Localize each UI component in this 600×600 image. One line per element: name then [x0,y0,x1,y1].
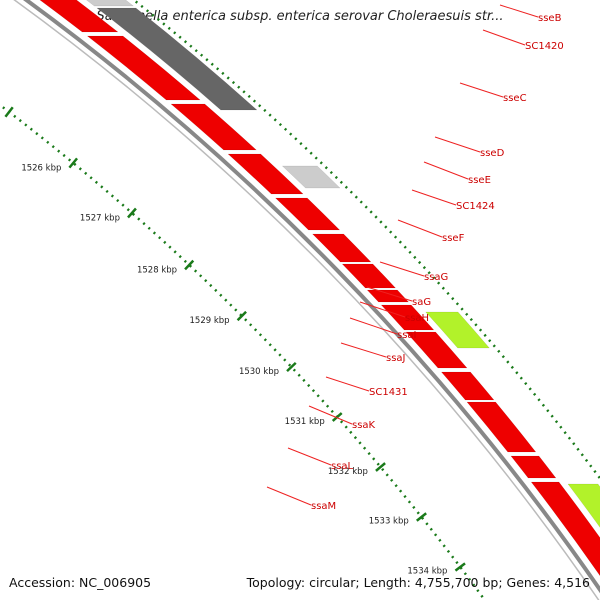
kbp-tick [68,157,78,169]
label-leader [459,82,504,98]
kbp-tick [375,462,386,472]
gene-label: ssaI [397,330,417,341]
gene-arrow [311,233,372,263]
kbp-label: 1529 kbp [190,316,230,326]
label-leader [482,29,526,46]
gene-arrow [227,153,304,195]
gene-arrow [425,311,490,349]
kbp-label: 1527 kbp [80,214,120,224]
label-leader [340,342,387,358]
label-leader [366,286,413,302]
gene-arrow [39,0,119,33]
label-leader [266,486,312,506]
label-leader [325,376,370,392]
gene-label: sseF [442,233,465,244]
gene-label: ssaM [311,501,336,512]
gene-arrow [170,103,257,151]
gene-label: SC1420 [525,41,564,52]
kbp-label: 1530 kbp [239,367,279,377]
gene-label: ssaK [352,420,376,431]
label-leader [411,189,457,206]
kbp-tick [127,207,137,219]
gene-arrow [510,455,557,479]
gene-label: SC1431 [369,387,408,398]
label-leader [359,301,406,318]
label-leader [397,219,443,238]
gene-label: ssaJ [386,353,406,364]
label-leader [349,317,398,335]
gene-arrow [341,263,397,289]
gene-label: sseE [468,175,491,186]
gene-arrow [530,481,600,577]
kbp-label: 1534 kbp [407,567,447,577]
gene-label: ssaH [405,313,429,324]
gene-label: sseD [480,148,505,159]
kbp-tick [331,412,343,422]
gene-arrow [405,331,468,369]
kbp-tick [454,562,466,572]
kbp-tick [286,361,297,373]
kbp-label: 1531 kbp [285,417,325,427]
gene-label: ssaG [424,272,448,283]
label-leader [308,405,353,425]
gene-label: SC1424 [456,201,495,212]
gene-label: sseC [503,93,527,104]
label-leader [434,136,481,153]
accession-label: Accession: NC_006905 [9,575,152,590]
gene-label: saG [412,297,431,308]
gene-label: ssaL [331,461,354,472]
kbp-tick [184,259,195,271]
label-leader [423,161,469,180]
gene-label: sseB [538,13,562,24]
gene-arrow [86,35,201,101]
gene-arrow [366,289,410,303]
label-leader [499,4,539,18]
gene-arrow [380,304,435,331]
map-title: Salmonella enterica subsp. enterica sero… [96,9,504,24]
kbp-label: 1526 kbp [21,164,61,174]
gene-arrow [567,483,600,528]
gene-arrow [274,197,341,231]
label-leader [287,447,332,466]
kbp-label: 1528 kbp [137,265,177,275]
kbp-label: 1533 kbp [369,517,409,527]
gene-arrow [96,7,258,111]
kbp-label: 1532 kbp [328,467,368,477]
gene-arrow [466,401,537,453]
kbp-tick [236,310,247,322]
gc-skew-ring [0,103,487,600]
gene-arrow [281,165,341,189]
kbp-tick [416,512,427,522]
gene-arrow [440,371,495,401]
genome-summary: Topology: circular; Length: 4,755,700 bp… [246,575,590,590]
gene-arrow [86,0,135,7]
kbp-tick [4,106,14,118]
label-leader [379,261,425,277]
